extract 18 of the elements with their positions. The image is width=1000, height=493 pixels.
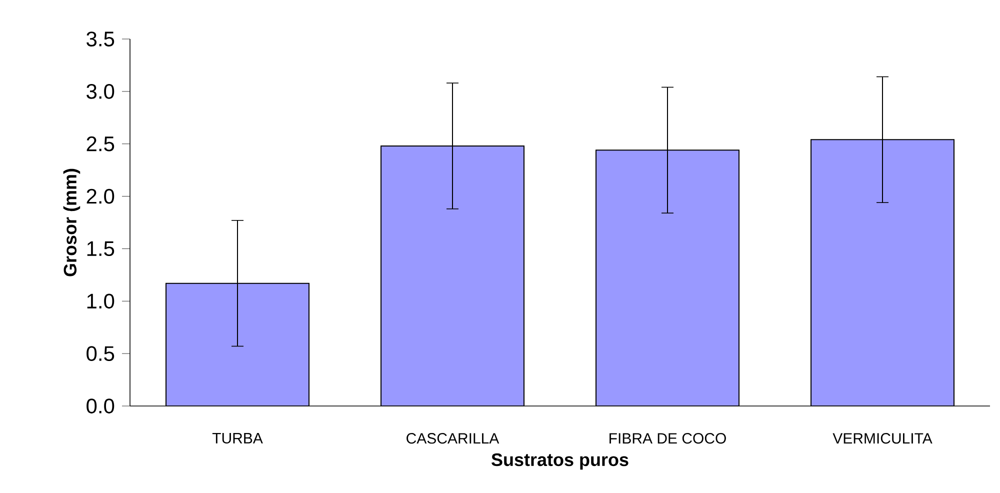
y-tick-label: 1.5 xyxy=(87,241,114,256)
x-tick-label: VERMICULITA xyxy=(832,433,932,444)
y-tick-label: 3.5 xyxy=(86,32,114,46)
x-tick-label: TURBA xyxy=(212,433,263,444)
y-tick-label: 0.5 xyxy=(86,346,114,362)
y-tick-label: 2.0 xyxy=(86,188,114,204)
y-tick-label: 1.0 xyxy=(87,294,114,309)
x-tick-label: CASCARILLA xyxy=(406,433,500,444)
bar xyxy=(596,150,740,406)
y-tick-label: 3.0 xyxy=(86,84,114,99)
y-tick-label: 2.5 xyxy=(86,136,114,152)
bar xyxy=(380,145,524,406)
bar xyxy=(810,139,955,406)
y-tick-label: 0.0 xyxy=(86,398,114,414)
bar xyxy=(166,282,310,406)
y-axis-title: Grosor (mm) xyxy=(63,168,80,276)
x-axis-title: Sustratos puros xyxy=(492,453,628,470)
x-tick-label: FIBRA DE COCO xyxy=(610,433,726,444)
